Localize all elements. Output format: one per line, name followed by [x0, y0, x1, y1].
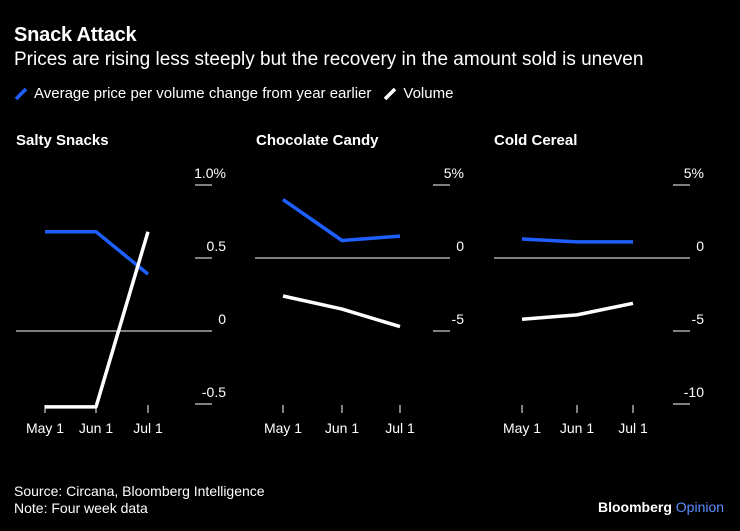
- y-tick-label: -0.5: [202, 384, 226, 400]
- panel-1: Chocolate Candy 5% 0 -5 May 1 Jun 1 Jul 1: [255, 132, 464, 436]
- y-tick-label: -5: [452, 311, 465, 327]
- legend-item-price: Average price per volume change from yea…: [14, 85, 371, 102]
- legend-volume-label: Volume: [403, 85, 454, 102]
- y-tick-label: 0: [696, 238, 704, 254]
- y-tick-label: 5%: [444, 165, 464, 181]
- panel-title: Cold Cereal: [494, 132, 577, 149]
- legend: Average price per volume change from yea…: [14, 85, 465, 102]
- price-line: [45, 229, 150, 276]
- y-tick-label: 0: [456, 238, 464, 254]
- panel-2: Cold Cereal 5% 0 -5 -10 May 1 Jun 1 Jul 1: [494, 132, 704, 436]
- legend-item-volume: Volume: [383, 85, 453, 102]
- legend-price-swatch-icon: [14, 87, 28, 100]
- y-tick-label: -10: [684, 384, 704, 400]
- panel-0: Salty Snacks 1.0% 0.5 0 -0.5 May 1 Jun 1 Jul 1: [16, 132, 226, 436]
- chart-title: Snack Attack: [14, 24, 137, 46]
- y-tick-label: -5: [692, 311, 705, 327]
- y-tick-label: 1.0%: [194, 165, 226, 181]
- y-tick-label: 5%: [684, 165, 704, 181]
- x-tick-label: Jun 1: [560, 420, 594, 436]
- x-tick-label: Jul 1: [385, 420, 415, 436]
- x-tick-label: May 1: [26, 420, 64, 436]
- volume-line: [45, 231, 150, 409]
- y-tick-label: 0.5: [207, 238, 227, 254]
- panel-title: Chocolate Candy: [256, 132, 379, 149]
- footnote: Note: Four week data: [14, 500, 148, 516]
- x-tick-label: May 1: [264, 420, 302, 436]
- x-tick-label: Jul 1: [618, 420, 648, 436]
- volume-line: [282, 294, 401, 329]
- y-tick-label: 0: [218, 311, 226, 327]
- source-note: Source: Circana, Bloomberg Intelligence: [14, 483, 265, 499]
- price-line: [282, 198, 401, 243]
- brand-name: Bloomberg: [598, 499, 672, 515]
- x-tick-label: Jun 1: [325, 420, 359, 436]
- brand-suffix: Opinion: [675, 499, 725, 515]
- volume-line: [521, 301, 634, 322]
- x-tick-label: May 1: [503, 420, 541, 436]
- chart-subtitle: Prices are rising less steeply but the r…: [14, 49, 644, 70]
- x-tick-label: Jun 1: [79, 420, 113, 436]
- legend-price-label: Average price per volume change from yea…: [34, 85, 372, 102]
- price-line: [521, 237, 633, 244]
- legend-volume-swatch-icon: [384, 87, 397, 100]
- x-tick-label: Jul 1: [133, 420, 163, 436]
- brand-logo: Bloomberg Opinion: [598, 499, 724, 515]
- panel-title: Salty Snacks: [16, 132, 109, 149]
